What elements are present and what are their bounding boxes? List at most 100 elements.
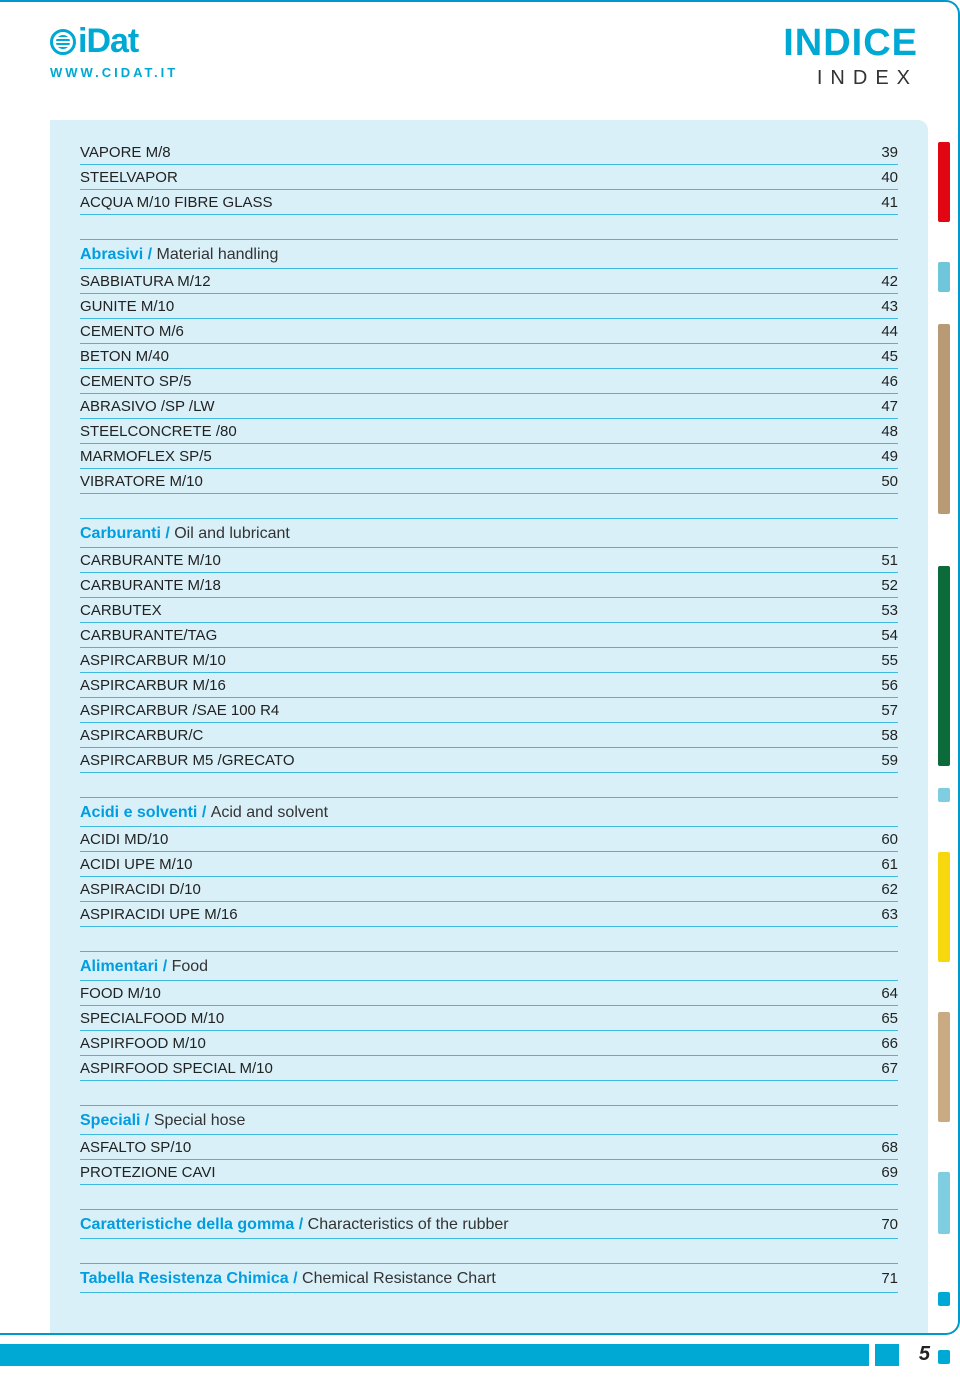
section-title-en: Chemical Resistance Chart (302, 1270, 496, 1287)
color-tab (938, 324, 950, 514)
row-page: 47 (881, 398, 898, 415)
row-label: CARBURANTE M/10 (80, 552, 221, 569)
row-label: ACIDI MD/10 (80, 831, 168, 848)
slash-separator: / (202, 804, 211, 821)
section-heading: Tabella Resistenza Chimica / Chemical Re… (80, 1263, 898, 1293)
row-label: ASFALTO SP/10 (80, 1139, 191, 1156)
section-title-en: Special hose (154, 1112, 246, 1129)
row-label: CARBURANTE M/18 (80, 577, 221, 594)
color-tab (938, 1292, 950, 1306)
logo-url: WWW.CIDAT.IT (50, 65, 178, 80)
table-row: ASPIRFOOD SPECIAL M/1067 (80, 1056, 898, 1081)
color-tab (938, 788, 950, 802)
footer: 5 (0, 1343, 960, 1366)
row-page: 51 (881, 552, 898, 569)
section-title-it: Abrasivi (80, 246, 148, 263)
table-row: STEELCONCRETE /8048 (80, 419, 898, 444)
row-page: 54 (881, 627, 898, 644)
row-label: CEMENTO SP/5 (80, 373, 191, 390)
page-number: 5 (919, 1343, 930, 1366)
color-tab (938, 852, 950, 962)
row-label: VAPORE M/8 (80, 144, 171, 161)
row-page: 45 (881, 348, 898, 365)
section-title-en: Material handling (156, 246, 278, 263)
row-page: 63 (881, 906, 898, 923)
row-page: 65 (881, 1010, 898, 1027)
table-row: ACQUA M/10 FIBRE GLASS 41 (80, 190, 898, 215)
section-title-en: Food (172, 958, 208, 975)
row-label: ABRASIVO /SP /LW (80, 398, 215, 415)
row-page: 44 (881, 323, 898, 340)
section-title-en: Characteristics of the rubber (308, 1216, 509, 1233)
row-page: 52 (881, 577, 898, 594)
section-title-it: Carburanti (80, 525, 165, 542)
row-page: 61 (881, 856, 898, 873)
row-label: PROTEZIONE CAVI (80, 1164, 216, 1181)
table-row: ASPIRACIDI D/1062 (80, 877, 898, 902)
table-row: CARBURANTE M/10 51 (80, 548, 898, 573)
header: iDat WWW.CIDAT.IT INDICE INDEX (0, 2, 958, 100)
section-title-it: Caratteristiche della gomma (80, 1216, 299, 1233)
section-title-en: Acid and solvent (211, 804, 328, 821)
table-row: BETON M/40 45 (80, 344, 898, 369)
section-heading: Speciali / Special hose (80, 1105, 898, 1135)
logo-block: iDat WWW.CIDAT.IT (50, 22, 178, 80)
table-row: ASPIRCARBUR M5 /GRECATO59 (80, 748, 898, 773)
logo: iDat (50, 22, 178, 61)
section-heading: Alimentari / Food (80, 951, 898, 981)
section-title-it: Alimentari (80, 958, 163, 975)
row-label: ASPIRACIDI UPE M/16 (80, 906, 238, 923)
section-page: 71 (881, 1270, 898, 1288)
row-label: ASPIRCARBUR M5 /GRECATO (80, 752, 294, 769)
row-label: ASPIRFOOD M/10 (80, 1035, 206, 1052)
row-label: ASPIRCARBUR M/16 (80, 677, 226, 694)
table-row: ASPIRFOOD M/10 66 (80, 1031, 898, 1056)
row-label: ASPIRACIDI D/10 (80, 881, 201, 898)
logo-icon (50, 29, 76, 55)
table-row: ASPIRACIDI UPE M/16 63 (80, 902, 898, 927)
table-row: GUNITE M/10 43 (80, 294, 898, 319)
table-row: ASFALTO SP/10 68 (80, 1135, 898, 1160)
row-page: 43 (881, 298, 898, 315)
row-label: ASPIRCARBUR M/10 (80, 652, 226, 669)
row-page: 68 (881, 1139, 898, 1156)
row-page: 50 (881, 473, 898, 490)
row-page: 55 (881, 652, 898, 669)
table-row: SABBIATURA M/12 42 (80, 269, 898, 294)
table-row: ACIDI UPE M/10 61 (80, 852, 898, 877)
row-label: GUNITE M/10 (80, 298, 174, 315)
row-page: 69 (881, 1164, 898, 1181)
row-page: 42 (881, 273, 898, 290)
row-page: 60 (881, 831, 898, 848)
row-page: 41 (881, 194, 898, 211)
table-row: ABRASIVO /SP /LW 47 (80, 394, 898, 419)
table-row: CEMENTO SP/546 (80, 369, 898, 394)
row-page: 67 (881, 1060, 898, 1077)
section-heading: Acidi e solventi / Acid and solvent (80, 797, 898, 827)
row-label: CEMENTO M/6 (80, 323, 184, 340)
page-title-en: INDEX (783, 67, 918, 90)
table-row: CARBURANTE M/18 52 (80, 573, 898, 598)
color-tab (938, 1172, 950, 1234)
row-label: ACIDI UPE M/10 (80, 856, 193, 873)
slash-separator: / (293, 1270, 302, 1287)
row-label: ASPIRCARBUR/C (80, 727, 203, 744)
page-frame: iDat WWW.CIDAT.IT INDICE INDEX VAPORE M/… (0, 0, 960, 1335)
table-row: CARBUTEX53 (80, 598, 898, 623)
row-label: ACQUA M/10 FIBRE GLASS (80, 194, 273, 211)
table-row: MARMOFLEX SP/549 (80, 444, 898, 469)
table-row: CEMENTO M/6 44 (80, 319, 898, 344)
color-tab (938, 262, 950, 292)
color-tab (938, 1350, 950, 1364)
row-page: 64 (881, 985, 898, 1002)
section-page: 70 (881, 1216, 898, 1234)
row-page: 58 (881, 727, 898, 744)
row-label: CARBURANTE/TAG (80, 627, 217, 644)
logo-text: iDat (78, 22, 138, 61)
row-page: 39 (881, 144, 898, 161)
row-page: 66 (881, 1035, 898, 1052)
color-tab (938, 566, 950, 766)
section-heading: Carburanti / Oil and lubricant (80, 518, 898, 548)
row-label: SABBIATURA M/12 (80, 273, 211, 290)
row-label: BETON M/40 (80, 348, 169, 365)
